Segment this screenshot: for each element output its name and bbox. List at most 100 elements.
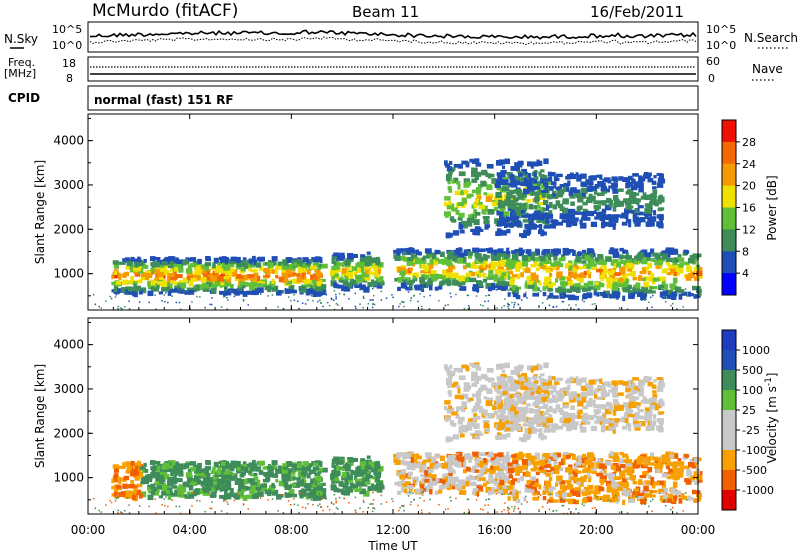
power-cell [647,178,654,183]
velocity-cell [543,362,549,369]
velocity-cell [624,418,629,423]
power-cell [257,287,264,293]
power-cell [180,282,187,289]
velocity-cell [427,484,433,490]
power-cell [250,263,256,268]
velocity-cell [637,386,644,393]
power-cell [566,219,571,224]
power-cell [248,267,252,272]
power-cell [462,265,467,270]
velocity-cell [493,410,499,416]
power-cell [621,221,628,226]
power-cell [524,223,529,230]
velocity-cell [562,460,566,465]
power-cell [672,302,674,305]
velocity-cell [615,481,622,486]
power-cell [643,281,649,288]
power-cell [167,301,169,304]
velocity-cell [662,494,669,499]
power-cell [312,299,314,302]
power-cell [174,285,181,289]
velocity-cell [414,488,421,494]
power-cell [638,292,644,296]
power-cell [439,280,446,286]
velocity-cell [623,402,630,408]
velocity-cell [250,473,254,477]
power-cell [233,288,240,295]
power-colorbar-band [722,229,736,252]
power-cell [154,294,156,296]
velocity-cell [635,396,640,400]
velocity-cell [492,405,497,411]
power-cell [549,289,551,292]
power-cell [463,178,470,184]
power-cell [641,178,646,182]
power-cell [632,213,638,217]
velocity-cell [349,462,354,466]
power-cell [306,269,311,275]
velocity-cell [649,404,656,410]
power-cell [446,166,453,172]
velocity-cell [617,392,624,396]
power-cell [126,290,133,295]
power-cell [653,175,657,179]
velocity-cell [612,452,619,458]
power-cell [253,272,259,277]
power-cell [577,251,582,257]
velocity-cell [550,385,557,390]
velocity-cell [140,481,145,485]
velocity-cell [357,465,361,471]
velocity-cell [530,468,537,472]
power-cell [495,192,502,198]
velocity-cell [497,489,504,495]
power-cell [530,191,535,196]
velocity-cell [625,463,632,469]
power-cell [224,257,230,261]
velocity-cell [526,484,533,489]
velocity-cell [114,477,118,483]
power-cell [148,301,150,304]
velocity-cell [493,482,499,486]
power-cell [506,228,511,234]
velocity-cell [437,478,444,484]
velocity-cell [440,455,445,461]
velocity-cell [542,382,549,386]
velocity-cell [487,377,492,383]
velocity-cell [195,472,203,476]
velocity-cell [648,425,655,431]
velocity-cell [331,462,335,468]
power-cell [400,248,408,252]
power-cell [469,277,477,283]
power-cell [510,206,517,213]
power-cell [448,170,453,174]
power-cell [118,261,126,265]
power-cell [510,203,517,208]
power-cell [515,295,521,300]
velocity-cell [511,492,518,499]
power-cell [599,266,603,271]
power-cell [225,287,227,289]
velocity-cell [608,420,615,424]
velocity-cell [309,469,317,474]
power-cell [596,291,600,297]
velocity-cell [582,397,586,401]
power-cell [434,286,439,291]
velocity-cell [319,461,323,467]
power-cell [190,262,197,268]
velocity-cell [581,464,587,468]
velocity-cell [478,469,483,473]
velocity-cell [512,463,517,468]
velocity-cell [622,478,627,482]
power-cell [549,186,554,191]
velocity-cell [541,396,546,402]
power-cell [333,308,336,311]
velocity-cell [579,489,586,494]
power-cell [411,249,416,254]
velocity-cell [216,479,224,486]
velocity-cell [678,461,685,467]
velocity-cell [627,472,632,476]
power-cell [367,303,370,305]
velocity-cell [561,423,568,427]
velocity-cell [133,471,139,476]
power-cell [533,161,539,167]
